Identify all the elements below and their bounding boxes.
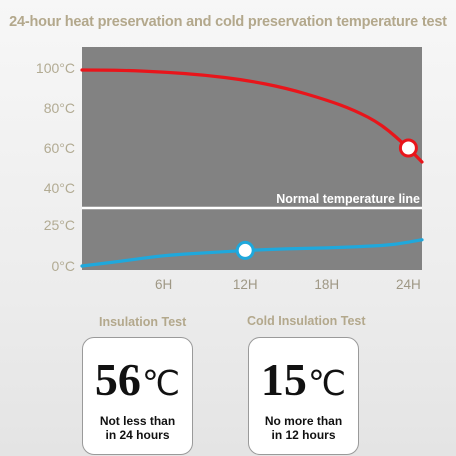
cold-series-marker-center: [241, 246, 249, 254]
x-tick-label: 24H: [396, 277, 421, 292]
cold-insulation-test-value: 15℃: [249, 356, 358, 409]
insulation-test-number: 56: [94, 354, 141, 405]
y-tick-label: 40°C: [44, 180, 75, 196]
cold-insulation-test-line2: in 12 hours: [271, 428, 336, 442]
y-tick-label: 100°C: [36, 60, 75, 76]
y-tick-label: 0°C: [52, 258, 76, 274]
insulation-test-value: 56℃: [83, 356, 192, 409]
heat-series-marker-center: [404, 144, 412, 152]
insulation-test-line1: Not less than: [99, 414, 176, 428]
insulation-test-title: Insulation Test: [99, 315, 187, 329]
insulation-test-unit: ℃: [141, 366, 181, 403]
plot-area: [82, 47, 422, 270]
y-tick-label: 80°C: [44, 100, 75, 116]
insulation-test-card: 56℃ Not less than in 24 hours: [82, 337, 193, 455]
y-tick-label: 60°C: [44, 140, 75, 156]
cold-insulation-test-line1: No more than: [264, 414, 343, 428]
cold-insulation-test-title: Cold Insulation Test: [247, 314, 366, 328]
x-tick-label: 18H: [314, 277, 339, 292]
series-layer: [80, 68, 424, 268]
chart-title: 24-hour heat preservation and cold prese…: [9, 14, 447, 30]
cold-series-line: [80, 238, 424, 268]
y-tick-label: 25°C: [44, 217, 75, 233]
cold-insulation-test-description: No more than in 12 hours: [249, 414, 358, 442]
insulation-test-description: Not less than in 24 hours: [83, 414, 192, 442]
x-axis-ticks: 6H 12H 18H 24H: [155, 277, 421, 292]
insulation-test-line2: in 24 hours: [105, 428, 170, 442]
normal-temperature-line-label: Normal temperature line: [276, 192, 420, 206]
x-tick-label: 12H: [233, 277, 258, 292]
cold-insulation-test-number: 15: [260, 354, 307, 405]
cold-insulation-test-card: 15℃ No more than in 12 hours: [248, 337, 359, 455]
cold-insulation-test-unit: ℃: [307, 366, 347, 403]
y-axis-ticks: 100°C 80°C 60°C 40°C 25°C 0°C: [36, 60, 75, 274]
x-tick-label: 6H: [155, 277, 172, 292]
heat-series-line: [80, 68, 424, 164]
